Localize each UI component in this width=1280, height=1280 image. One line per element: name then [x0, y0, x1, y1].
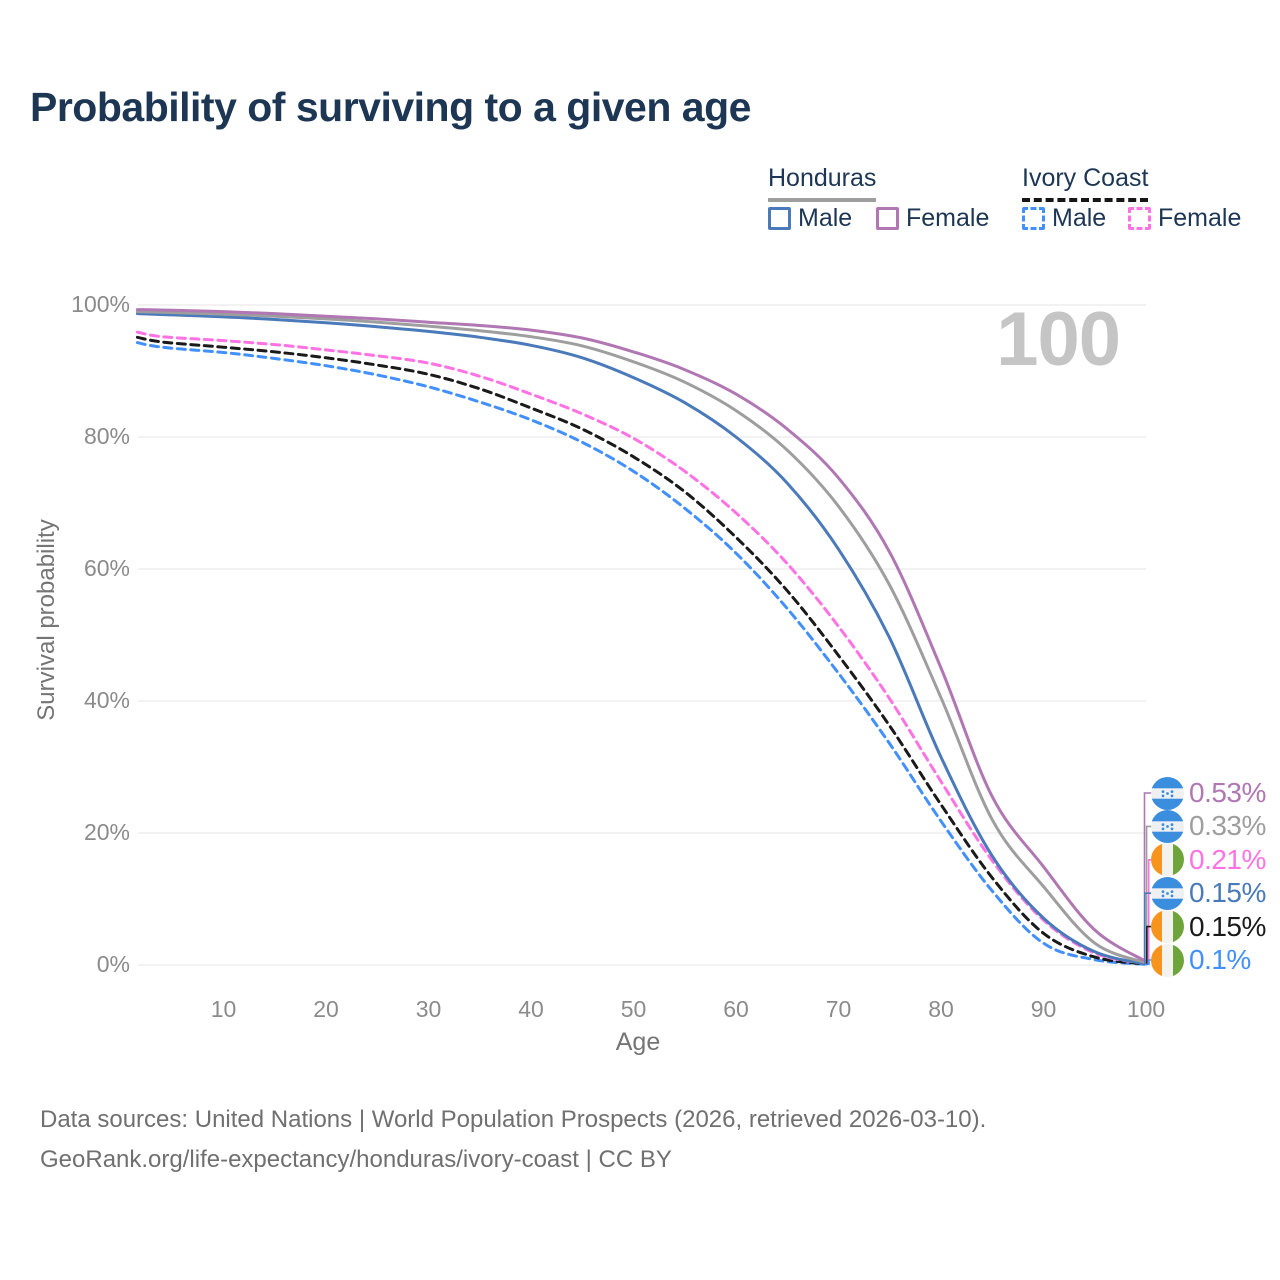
x-tick-label: 20: [313, 996, 339, 1022]
x-tick-label: 10: [210, 996, 237, 1022]
y-tick-label: 0%: [96, 951, 130, 977]
end-label-ivory-coast-male: 0.1%: [1151, 943, 1251, 977]
end-label-value: 0.15%: [1189, 910, 1266, 942]
curve-ivory-coast: [135, 335, 1148, 966]
curve-honduras: [135, 310, 1148, 965]
age-counter: 100: [996, 297, 1121, 382]
y-tick-label: 80%: [83, 423, 130, 449]
legend-item-ivory-coast-female[interactable]: Female: [1128, 204, 1241, 233]
legend-group-honduras: Honduras: [768, 164, 877, 202]
label-connector: [1144, 892, 1152, 965]
x-tick-label: 60: [723, 996, 749, 1022]
end-label-ivory-coast: 0.15%: [1151, 910, 1266, 944]
x-tick-label: 50: [620, 996, 647, 1022]
end-label-honduras-female: 0.53%: [1151, 776, 1266, 810]
ivory-coast-flag-icon: [1151, 943, 1184, 977]
curve-ivory-coast-female: [135, 330, 1148, 966]
end-label-value: 0.33%: [1189, 810, 1266, 842]
x-tick-label: 80: [928, 996, 954, 1022]
end-label-value: 0.53%: [1189, 777, 1266, 808]
x-tick-label: 30: [415, 996, 442, 1022]
honduras-female-swatch-icon: [876, 207, 899, 230]
x-tick-label: 40: [518, 996, 544, 1022]
legend-item-ivory-coast-male[interactable]: Male: [1022, 204, 1106, 233]
honduras-flag-icon: [1151, 776, 1184, 810]
curve-honduras-male: [135, 312, 1148, 966]
page-title: Probability of surviving to a given age: [30, 84, 751, 130]
end-label-value: 0.15%: [1189, 877, 1266, 909]
legend-group-ivory-coast: Ivory Coast: [1022, 164, 1149, 202]
ivory-coast-flag-icon: [1151, 843, 1184, 877]
legend-label: Male: [1052, 204, 1107, 232]
end-label-honduras: 0.33%: [1151, 809, 1266, 843]
ivory-coast-female-swatch-icon: [1128, 207, 1151, 230]
honduras-male-swatch-icon: [768, 207, 791, 230]
x-tick-label: 70: [825, 996, 852, 1022]
end-label-ivory-coast-female: 0.21%: [1151, 843, 1266, 877]
x-tick-label: 90: [1030, 996, 1057, 1022]
legend-label: Female: [906, 204, 990, 232]
end-label-honduras-male: 0.15%: [1151, 876, 1266, 910]
y-tick-label: 40%: [83, 687, 130, 713]
footer-attribution: GeoRank.org/life-expectancy/honduras/ivo…: [40, 1146, 672, 1173]
y-tick-label: 20%: [83, 819, 130, 845]
legend-item-honduras-male[interactable]: Male: [768, 204, 852, 233]
x-axis-title: Age: [615, 1028, 661, 1056]
legend-label: Female: [1158, 204, 1242, 232]
legend-label: Male: [798, 204, 853, 232]
ivory-coast-flag-icon: [1151, 910, 1184, 944]
curve-honduras-female: [135, 308, 1148, 963]
curve-ivory-coast-male: [135, 341, 1148, 966]
y-tick-label: 100%: [71, 291, 130, 317]
footer-sources: Data sources: United Nations | World Pop…: [40, 1106, 987, 1133]
end-label-value: 0.21%: [1189, 843, 1266, 875]
x-tick-label: 100: [1126, 996, 1166, 1022]
honduras-flag-icon: [1151, 809, 1184, 843]
y-tick-label: 60%: [83, 555, 130, 581]
end-label-value: 0.1%: [1189, 944, 1251, 975]
ivory-coast-male-swatch-icon: [1022, 207, 1045, 230]
label-connector: [1145, 959, 1152, 966]
honduras-flag-icon: [1151, 876, 1184, 910]
legend-item-honduras-female[interactable]: Female: [876, 204, 989, 233]
